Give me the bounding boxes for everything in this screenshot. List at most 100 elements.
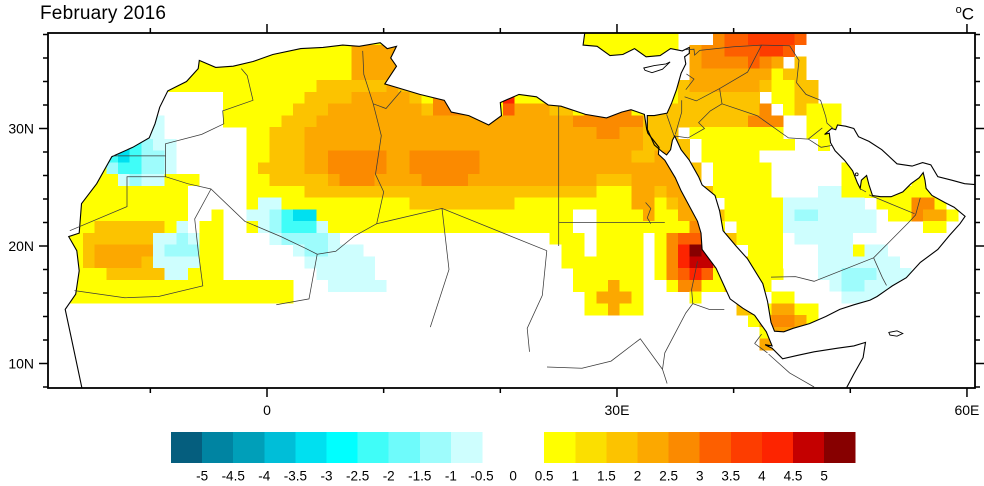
grid-cell — [363, 185, 375, 198]
grid-cell — [363, 197, 375, 210]
grid-cell — [561, 185, 574, 198]
grid-cell — [771, 256, 784, 269]
grid-cell — [526, 150, 539, 163]
grid-cell — [666, 185, 679, 198]
grid-cell — [526, 162, 539, 175]
grid-cell — [514, 138, 527, 151]
grid-cell — [631, 279, 644, 292]
grid-cell — [666, 268, 679, 281]
grid-cell — [258, 115, 270, 128]
grid-cell — [596, 162, 609, 175]
grid-cell — [223, 80, 235, 93]
grid-cell — [759, 68, 772, 81]
colorbar-cell — [793, 432, 825, 463]
grid-cell — [584, 232, 597, 245]
grid-cell — [608, 244, 620, 257]
grid-cell — [328, 268, 340, 281]
grid-cell — [549, 174, 562, 187]
grid-cell — [608, 127, 620, 140]
grid-cell — [596, 244, 609, 257]
grid-cell — [631, 221, 644, 234]
grid-cell — [689, 91, 702, 104]
grid-cell — [246, 103, 259, 116]
grid-cell — [619, 174, 632, 187]
grid-cell — [736, 197, 749, 210]
grid-cell — [608, 150, 620, 163]
grid-cell — [293, 103, 305, 116]
grid-cell — [269, 162, 282, 175]
grid-cell — [806, 209, 819, 222]
grid-cell — [748, 127, 760, 140]
grid-cell — [269, 56, 282, 69]
grid-cell — [584, 80, 597, 93]
grid-cell — [689, 221, 702, 234]
grid-cell — [374, 91, 387, 104]
grid-cell — [141, 103, 154, 116]
grid-cell — [829, 115, 842, 128]
grid-cell — [584, 91, 597, 104]
grid-cell — [118, 221, 130, 234]
grid-cell — [211, 91, 224, 104]
border-line — [789, 45, 835, 130]
grid-cell — [783, 33, 795, 46]
grid-cell — [351, 162, 364, 175]
grid-cell — [503, 221, 515, 234]
border-line — [362, 50, 547, 252]
grid-cell — [433, 127, 445, 140]
grid-cell — [304, 68, 317, 81]
grid-cell — [561, 80, 574, 93]
grid-cell — [818, 115, 830, 128]
grid-cell — [549, 127, 562, 140]
grid-cell — [923, 197, 935, 210]
grid-cell — [654, 256, 667, 269]
grid-cell — [456, 150, 469, 163]
grid-cell — [643, 33, 655, 46]
grid-cell — [328, 68, 340, 81]
grid-cell — [783, 174, 795, 187]
grid-cell — [479, 185, 492, 198]
grid-cell — [783, 68, 795, 81]
grid-cell — [164, 68, 177, 81]
grid-cell — [129, 268, 142, 281]
grid-cell — [771, 174, 784, 187]
grid-cell — [783, 315, 795, 328]
grid-cell — [65, 185, 72, 198]
grid-cell — [818, 268, 830, 281]
grid-cell — [199, 174, 212, 187]
grid-cell — [678, 268, 690, 281]
grid-cell — [678, 150, 690, 163]
grid-cell — [129, 162, 142, 175]
grid-cell — [631, 91, 644, 104]
grid-cell — [608, 232, 620, 245]
grid-cell — [94, 256, 107, 269]
grid-cell — [503, 80, 515, 93]
grid-cell — [573, 185, 585, 198]
grid-cell — [724, 185, 737, 198]
grid-cell — [503, 127, 515, 140]
grid-cell — [293, 91, 305, 104]
grid-cell — [468, 68, 480, 81]
grid-cell — [818, 221, 830, 234]
grid-cell — [561, 68, 574, 81]
grid-cell — [596, 115, 609, 128]
grid-cell — [538, 127, 550, 140]
grid-cell — [444, 197, 457, 210]
border-line — [768, 353, 815, 388]
grid-cell — [211, 209, 224, 222]
grid-cell — [188, 268, 200, 281]
grid-cell — [538, 221, 550, 234]
grid-cell — [468, 33, 480, 46]
grid-cell — [211, 268, 224, 281]
grid-cell — [888, 232, 900, 245]
grid-cell — [211, 174, 224, 187]
country-borders — [69, 44, 921, 388]
grid-cell — [619, 91, 632, 104]
grid-cell — [65, 279, 72, 292]
grid-cell — [713, 162, 725, 175]
grid-cell — [433, 162, 445, 175]
grid-cell — [526, 103, 539, 116]
grid-cell — [281, 33, 294, 46]
grid-cell — [246, 56, 259, 69]
grid-cell — [293, 162, 305, 175]
grid-cell — [386, 209, 399, 222]
